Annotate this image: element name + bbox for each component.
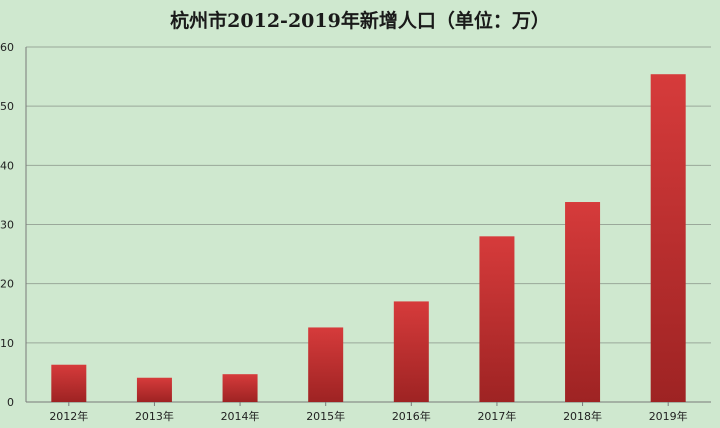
x-tick-label: 2017年 xyxy=(477,409,516,423)
bar xyxy=(479,236,515,402)
x-tick-label: 2015年 xyxy=(306,409,345,423)
bar xyxy=(51,364,87,402)
x-tick-label: 2019年 xyxy=(649,409,688,423)
y-tick-label: 0 xyxy=(7,396,14,409)
y-tick-label: 50 xyxy=(0,100,14,113)
y-tick-label: 20 xyxy=(0,278,14,291)
bar xyxy=(393,301,429,402)
x-tick-label: 2013年 xyxy=(135,409,174,423)
bar xyxy=(136,377,172,402)
x-tick-label: 2012年 xyxy=(49,409,88,423)
y-tick-label: 40 xyxy=(0,159,14,172)
x-tick-label: 2018年 xyxy=(563,409,602,423)
y-axis-ticks: 0 10 20 30 40 50 60 xyxy=(0,41,14,409)
bar xyxy=(222,374,258,402)
y-tick-label: 10 xyxy=(0,337,14,350)
grid-layer xyxy=(25,46,711,403)
y-tick-label: 60 xyxy=(0,41,14,54)
x-tick-label: 2014年 xyxy=(221,409,260,423)
bar xyxy=(565,202,601,402)
x-tick-label: 2016年 xyxy=(392,409,431,423)
bar xyxy=(308,327,344,402)
y-tick-label: 30 xyxy=(0,219,14,232)
bar-layer xyxy=(51,74,686,402)
bar xyxy=(650,74,686,402)
x-axis-ticks: 2012年 2013年 2014年 2015年 2016年 2017年 2018年 2019年 xyxy=(49,402,688,423)
chart-title: 杭州市2012-2019年新增人口（单位：万） xyxy=(170,10,550,32)
